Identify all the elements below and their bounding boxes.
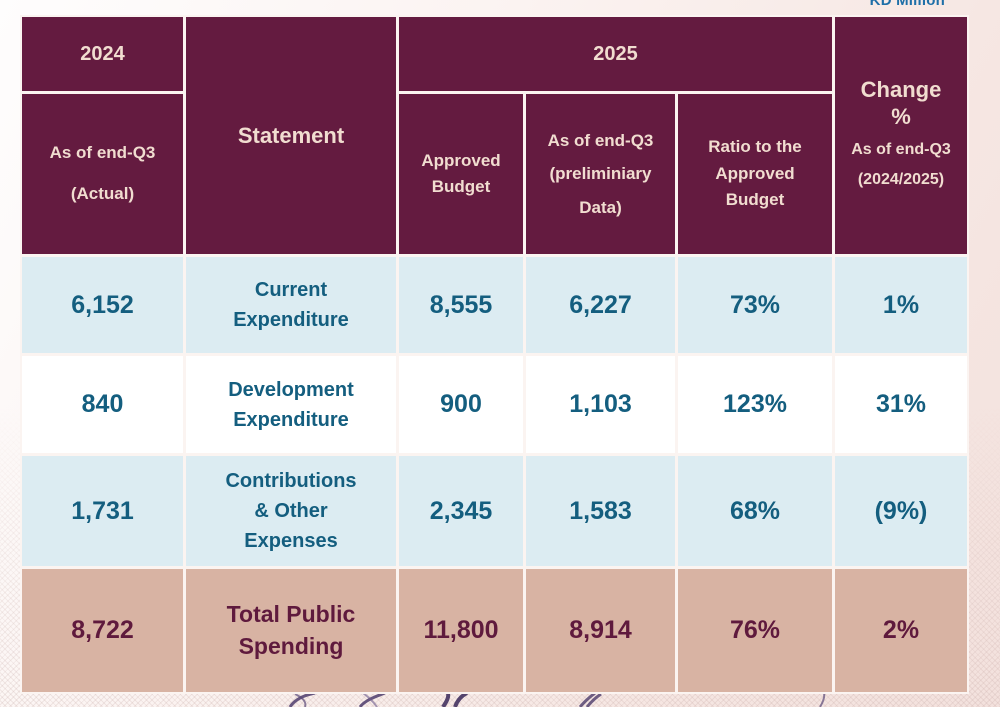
cell-contributions-statement: Contributions & Other Expenses bbox=[186, 456, 396, 566]
header-2024-as-of-end-q3-actual: As of end-Q3 (Actual) bbox=[22, 94, 183, 254]
cell-development-change: 31% bbox=[835, 356, 967, 453]
cell-current-change: 1% bbox=[835, 257, 967, 353]
header-change-title: Change % bbox=[860, 76, 942, 130]
header-year-2025: 2025 bbox=[399, 17, 832, 91]
cell-current-ratio: 73% bbox=[678, 257, 832, 353]
cell-contributions-end-q3: 1,583 bbox=[526, 456, 675, 566]
cell-contributions-ratio: 68% bbox=[678, 456, 832, 566]
cell-current-statement: Current Expenditure bbox=[186, 257, 396, 353]
decorative-artwork bbox=[288, 693, 826, 707]
cell-development-approved: 900 bbox=[399, 356, 523, 453]
header-change-subtitle: As of end-Q3 (2024/2025) bbox=[851, 140, 951, 188]
cell-current-actual-2024: 6,152 bbox=[22, 257, 183, 353]
cell-total-change: 2% bbox=[835, 569, 967, 692]
cell-total-statement: Total Public Spending bbox=[186, 569, 396, 692]
cell-total-ratio: 76% bbox=[678, 569, 832, 692]
cell-total-actual-2024: 8,722 bbox=[22, 569, 183, 692]
cell-development-ratio: 123% bbox=[678, 356, 832, 453]
public-spending-table: 2024 Statement 2025 Change % As of end-Q… bbox=[20, 15, 969, 694]
cell-contributions-change: (9%) bbox=[835, 456, 967, 566]
header-statement: Statement bbox=[186, 17, 396, 254]
cell-development-statement: Development Expenditure bbox=[186, 356, 396, 453]
cell-total-approved: 11,800 bbox=[399, 569, 523, 692]
header-approved-budget: Approved Budget bbox=[399, 94, 523, 254]
cell-contributions-actual-2024: 1,731 bbox=[22, 456, 183, 566]
cell-current-end-q3: 6,227 bbox=[526, 257, 675, 353]
header-change-percent: Change % As of end-Q3 (2024/2025) bbox=[835, 17, 967, 254]
cell-contributions-approved: 2,345 bbox=[399, 456, 523, 566]
header-ratio-to-approved-budget: Ratio to the Approved Budget bbox=[678, 94, 832, 254]
cell-current-approved: 8,555 bbox=[399, 257, 523, 353]
cell-total-end-q3: 8,914 bbox=[526, 569, 675, 692]
header-year-2024: 2024 bbox=[22, 17, 183, 91]
cell-development-end-q3: 1,103 bbox=[526, 356, 675, 453]
currency-unit-label: KD Million bbox=[869, 0, 945, 9]
header-as-of-end-q3-preliminary: As of end-Q3 (preliminiary Data) bbox=[526, 94, 675, 254]
cell-development-actual-2024: 840 bbox=[22, 356, 183, 453]
